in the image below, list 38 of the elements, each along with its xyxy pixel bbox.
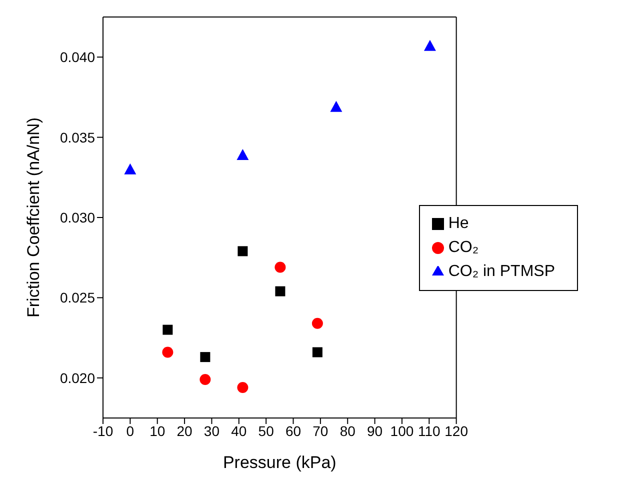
legend-label: CO₂ — [448, 239, 479, 256]
x-tick-label: 0 — [126, 422, 134, 439]
x-tick-label: -10 — [92, 422, 114, 439]
x-tick-label: 60 — [285, 422, 302, 439]
x-tick-label: 90 — [367, 422, 383, 439]
x-tick-label: 10 — [150, 422, 166, 439]
y-axis-title: Friction Coeffcient (nA/nN) — [24, 118, 44, 318]
y-tick-label: 0.020 — [60, 370, 96, 386]
y-tick-label: 0.030 — [60, 209, 96, 226]
point — [200, 352, 210, 362]
legend-label: CO₂ in PTMSP — [448, 263, 555, 280]
point — [330, 100, 342, 112]
y-tick-label: 0.025 — [60, 290, 96, 306]
legend-label: He — [448, 215, 469, 232]
point — [237, 382, 248, 394]
point — [162, 324, 173, 335]
x-tick-label: 110 — [418, 422, 441, 439]
point — [238, 246, 248, 256]
point — [312, 318, 323, 329]
y-tick-label: 0.035 — [60, 129, 96, 146]
x-tick-label: 120 — [444, 422, 468, 439]
point — [274, 262, 286, 273]
x-axis-title: Pressure (kPa) — [222, 453, 336, 472]
point — [162, 346, 174, 358]
point — [312, 347, 322, 358]
x-tick-label: 50 — [258, 422, 274, 439]
x-tick-label: 70 — [312, 422, 328, 439]
y-tick-label: 0.040 — [60, 49, 96, 66]
x-tick-label: 20 — [176, 422, 193, 439]
point — [200, 374, 211, 386]
point — [275, 286, 286, 296]
point — [236, 148, 249, 160]
x-tick-label: 80 — [340, 422, 356, 439]
x-tick-label: 40 — [231, 422, 247, 439]
point — [124, 163, 136, 174]
x-tick-label: 30 — [204, 422, 220, 439]
point — [424, 40, 436, 51]
x-tick-label: 100 — [390, 422, 414, 439]
